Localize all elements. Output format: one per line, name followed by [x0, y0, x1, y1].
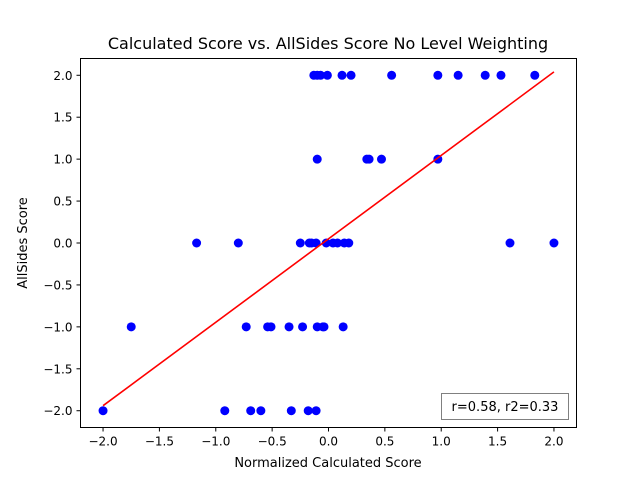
data-point-26 — [333, 238, 343, 248]
y-tick-label: 0.0 — [53, 237, 72, 251]
y-tick-label: 0.5 — [53, 195, 72, 209]
points-layer — [98, 70, 559, 416]
data-point-9 — [453, 70, 463, 80]
y-tick-label: −1.0 — [43, 320, 72, 334]
data-point-31 — [126, 322, 136, 332]
data-point-39 — [319, 322, 329, 332]
y-tick-label: −0.5 — [43, 278, 72, 292]
x-tick-label: −0.5 — [258, 435, 287, 449]
annotation-box — [441, 393, 569, 420]
y-tick-label: −1.5 — [43, 362, 72, 376]
data-point-40 — [338, 322, 348, 332]
data-point-47 — [311, 406, 321, 416]
x-tick-label: −1.0 — [201, 435, 230, 449]
data-point-23 — [311, 238, 321, 248]
data-point-8 — [433, 70, 443, 80]
data-point-10 — [480, 70, 490, 80]
data-point-16 — [312, 154, 322, 164]
x-tick-label: 0.5 — [375, 435, 394, 449]
data-point-28 — [344, 238, 354, 248]
data-point-5 — [337, 70, 347, 80]
data-point-46 — [303, 406, 313, 416]
y-tick-label: 2.0 — [53, 69, 72, 83]
x-axis-label: Normalized Calculated Score — [234, 456, 421, 471]
x-axis-ticks: −2.0 −1.5 −1.0 −0.5 0.0 0.5 1.0 1.5 2.0 — [88, 427, 564, 449]
data-point-41 — [98, 406, 108, 416]
x-tick-label: 1.0 — [432, 435, 451, 449]
data-point-18 — [192, 238, 202, 248]
data-point-45 — [286, 406, 296, 416]
x-tick-label: 0.0 — [319, 435, 338, 449]
x-tick-label: −2.0 — [88, 435, 117, 449]
data-point-19 — [233, 238, 243, 248]
data-point-6 — [346, 70, 356, 80]
data-point-4 — [322, 70, 332, 80]
regression-line — [102, 71, 555, 407]
x-tick-label: 1.5 — [488, 435, 507, 449]
data-point-30 — [549, 238, 559, 248]
data-point-15 — [376, 154, 386, 164]
data-point-44 — [256, 406, 266, 416]
data-point-36 — [298, 322, 308, 332]
annotation-text: r=0.58, r2=0.33 — [452, 400, 559, 415]
x-tick-label: 2.0 — [544, 435, 563, 449]
stats-annotation: r=0.58, r2=0.33 — [441, 393, 569, 420]
data-point-34 — [266, 322, 276, 332]
chart-title: Calculated Score vs. AllSides Score No L… — [108, 34, 548, 53]
y-tick-label: 1.0 — [53, 153, 72, 167]
data-point-35 — [284, 322, 294, 332]
data-point-29 — [505, 238, 515, 248]
y-axis-ticks: −2.0 −1.5 −1.0 −0.5 0.0 0.5 1.0 1.5 2.0 — [43, 69, 81, 418]
fit-line-layer — [102, 71, 555, 407]
data-point-43 — [246, 406, 256, 416]
data-point-11 — [496, 70, 506, 80]
data-point-14 — [364, 154, 374, 164]
y-axis-label: AllSides Score — [16, 197, 31, 289]
data-point-12 — [530, 70, 540, 80]
data-point-20 — [295, 238, 305, 248]
data-point-32 — [241, 322, 251, 332]
y-tick-label: −2.0 — [43, 404, 72, 418]
x-tick-label: −1.5 — [145, 435, 174, 449]
data-point-3 — [316, 70, 326, 80]
data-point-42 — [220, 406, 230, 416]
data-point-24 — [321, 238, 331, 248]
y-tick-label: 1.5 — [53, 111, 72, 125]
data-point-7 — [387, 70, 397, 80]
